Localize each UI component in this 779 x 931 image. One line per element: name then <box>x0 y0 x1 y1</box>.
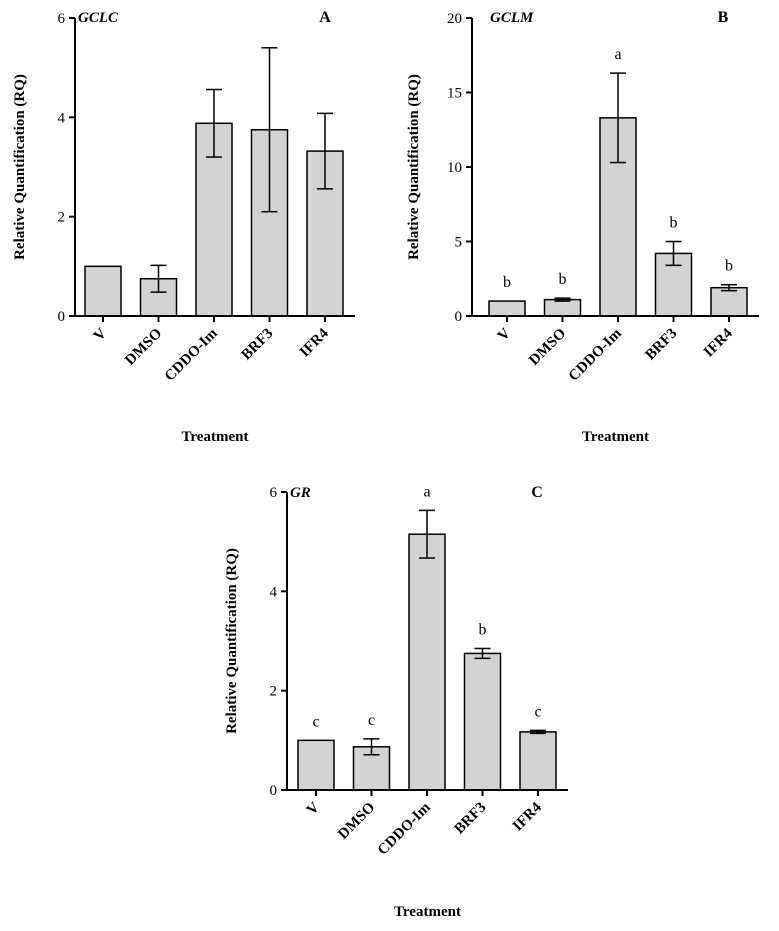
panel-label: A <box>319 9 331 26</box>
x-tick-label: IFR4 <box>701 325 736 360</box>
y-axis-label: Relative Quantification (RQ) <box>12 74 28 260</box>
bar <box>408 533 446 791</box>
significance-letter: b <box>670 215 678 232</box>
y-tick-label: 2 <box>270 684 278 700</box>
x-axis-label: Treatment <box>394 904 461 920</box>
y-tick-label: 4 <box>58 110 66 126</box>
x-tick-label: CDDO-Im <box>162 325 221 384</box>
panel-label: B <box>718 9 729 26</box>
y-axis-label: Relative Quantification (RQ) <box>224 548 240 734</box>
x-tick-label: V <box>91 325 110 344</box>
y-tick-label: 15 <box>447 86 462 102</box>
x-tick-label: IFR4 <box>297 325 332 360</box>
x-tick-label: IFR4 <box>510 799 545 834</box>
bar <box>297 739 335 791</box>
y-tick-label: 6 <box>270 485 278 501</box>
x-tick-label: BRF3 <box>451 800 489 838</box>
x-tick-label: CDDO-Im <box>566 325 625 384</box>
y-tick-label: 20 <box>447 11 462 27</box>
x-tick-label: DMSO <box>122 326 165 369</box>
y-tick-label: 2 <box>58 210 66 226</box>
y-tick-label: 6 <box>58 11 66 27</box>
significance-letter: c <box>534 703 541 720</box>
bar <box>463 652 502 791</box>
significance-letter: b <box>725 258 733 275</box>
y-tick-label: 0 <box>455 309 463 325</box>
significance-letter: a <box>423 483 430 500</box>
bar <box>84 265 122 317</box>
significance-letter: b <box>503 274 511 291</box>
y-axis-label: Relative Quantification (RQ) <box>406 74 422 260</box>
significance-letter: c <box>312 713 319 730</box>
x-axis-label: Treatment <box>182 429 249 445</box>
chart-title: GR <box>290 485 311 501</box>
bar <box>488 300 526 317</box>
significance-letter: b <box>559 271 567 288</box>
x-tick-label: V <box>304 799 323 818</box>
x-tick-label: BRF3 <box>238 326 276 364</box>
bar <box>710 286 748 317</box>
chart-title: GCLC <box>78 10 119 26</box>
significance-letter: c <box>368 712 375 729</box>
y-tick-label: 0 <box>270 783 278 799</box>
chart-title: GCLM <box>490 10 534 26</box>
x-axis-label: Treatment <box>582 429 649 445</box>
y-tick-label: 5 <box>455 235 463 251</box>
bar <box>543 298 582 317</box>
bar <box>519 731 557 791</box>
y-tick-label: 0 <box>58 309 66 325</box>
x-tick-label: DMSO <box>526 326 569 369</box>
y-tick-label: 4 <box>270 584 278 600</box>
x-tick-label: DMSO <box>335 800 378 843</box>
significance-letter: b <box>479 621 487 638</box>
y-tick-label: 10 <box>447 160 462 176</box>
panel-label: C <box>531 484 543 501</box>
x-tick-label: BRF3 <box>642 326 680 364</box>
significance-letter: a <box>614 46 621 63</box>
x-tick-label: CDDO-Im <box>375 799 434 858</box>
x-tick-label: V <box>495 325 514 344</box>
